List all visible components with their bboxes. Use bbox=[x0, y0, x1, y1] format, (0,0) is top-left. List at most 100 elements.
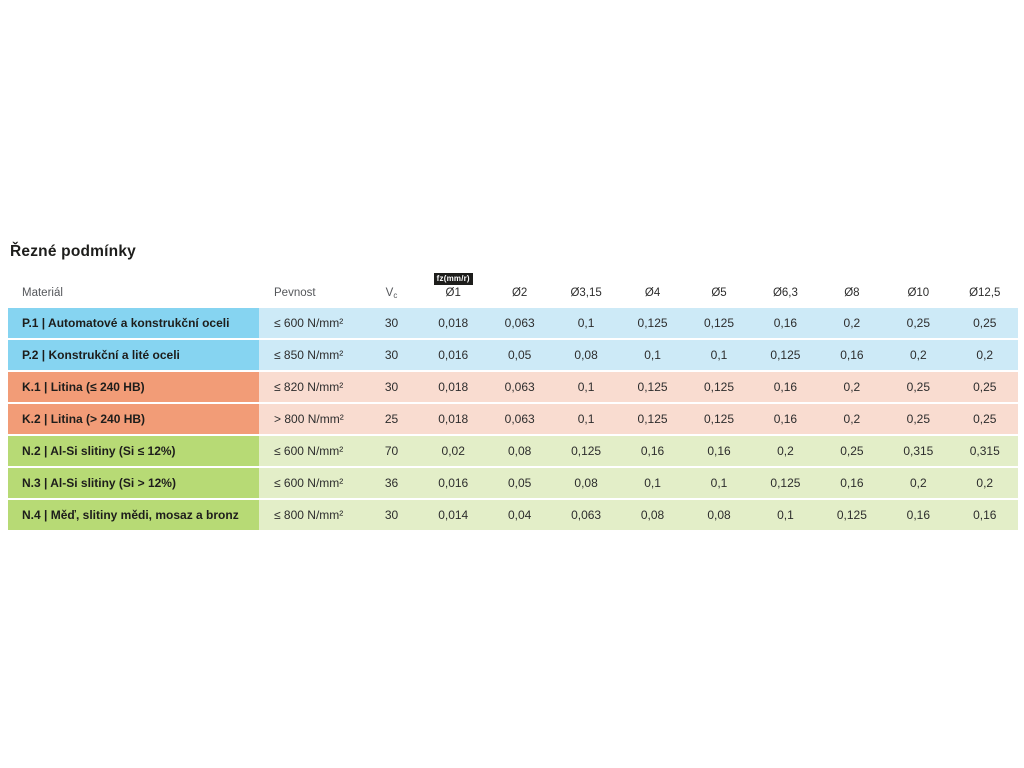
fz-cell: 0,125 bbox=[836, 508, 867, 522]
fz-cell: 0,016 bbox=[438, 348, 469, 362]
fz-cell: 0,25 bbox=[973, 316, 997, 330]
fz-cell: 0,16 bbox=[906, 508, 930, 522]
fz-cell: 0,25 bbox=[973, 412, 997, 426]
fz-cell: 0,25 bbox=[906, 380, 930, 394]
fz-cell: 0,014 bbox=[438, 508, 469, 522]
fz-cell: 0,16 bbox=[773, 412, 798, 426]
fz-cell: 0,08 bbox=[574, 476, 598, 490]
fz-cell: 0,016 bbox=[438, 476, 469, 490]
fz-cell: 0,2 bbox=[843, 380, 861, 394]
fz-cell: 0,063 bbox=[504, 412, 535, 426]
fz-cell: 0,02 bbox=[441, 444, 465, 458]
vc-subscript: c bbox=[393, 291, 398, 301]
col-header-material: Materiál bbox=[22, 287, 63, 300]
vc-cell: 36 bbox=[384, 476, 399, 490]
col-header-strength: Pevnost bbox=[274, 287, 316, 300]
fz-cell: 0,2 bbox=[909, 348, 927, 362]
fz-cell: 0,125 bbox=[637, 316, 668, 330]
strength-cell: ≤ 820 N/mm² bbox=[274, 380, 344, 394]
table-row: K.1 | Litina (≤ 240 HB) ≤ 820 N/mm² 30 0… bbox=[8, 372, 1018, 402]
fz-cell: 0,16 bbox=[640, 444, 665, 458]
material-cell: N.2 | Al-Si slitiny (Si ≤ 12%) bbox=[8, 436, 259, 466]
col-header-vc: Vc bbox=[363, 287, 420, 308]
table-row: N.2 | Al-Si slitiny (Si ≤ 12%) ≤ 600 N/m… bbox=[8, 436, 1018, 466]
fz-unit-badge: fz(mm/r) bbox=[433, 273, 473, 286]
fz-cell: 0,05 bbox=[507, 348, 532, 362]
fz-cell: 0,125 bbox=[770, 476, 801, 490]
fz-cell: 0,1 bbox=[777, 508, 794, 522]
fz-cell: 0,1 bbox=[644, 348, 661, 362]
fz-cell: 0,1 bbox=[710, 476, 728, 490]
fz-cell: 0,25 bbox=[973, 380, 997, 394]
fz-cell: 0,1 bbox=[644, 476, 661, 490]
fz-cell: 0,1 bbox=[577, 380, 595, 394]
fz-cell: 0,2 bbox=[843, 412, 861, 426]
fz-cell: 0,315 bbox=[969, 444, 1000, 458]
strength-cell: > 800 N/mm² bbox=[274, 412, 344, 426]
fz-cell: 0,08 bbox=[707, 508, 731, 522]
strength-cell: ≤ 600 N/mm² bbox=[274, 476, 344, 490]
col-header-d3: Ø3,15 bbox=[570, 287, 602, 300]
fz-cell: 0,125 bbox=[703, 412, 734, 426]
material-cell: P.1 | Automatové a konstrukční oceli bbox=[8, 308, 259, 338]
vc-cell: 70 bbox=[384, 444, 399, 458]
fz-cell: 0,16 bbox=[773, 316, 798, 330]
fz-cell: 0,16 bbox=[973, 508, 997, 522]
fz-cell: 0,125 bbox=[637, 412, 668, 426]
fz-cell: 0,08 bbox=[574, 348, 598, 362]
table-row: P.2 | Konstrukční a lité oceli ≤ 850 N/m… bbox=[8, 340, 1018, 370]
col-header-d2: Ø2 bbox=[511, 287, 528, 300]
fz-cell: 0,125 bbox=[703, 316, 734, 330]
fz-cell: 0,063 bbox=[504, 380, 535, 394]
fz-cell: 0,018 bbox=[438, 412, 469, 426]
fz-cell: 0,16 bbox=[773, 380, 798, 394]
fz-cell: 0,25 bbox=[906, 412, 930, 426]
table-row: P.1 | Automatové a konstrukční oceli ≤ 6… bbox=[8, 308, 1018, 338]
vc-cell: 30 bbox=[384, 380, 399, 394]
col-header-d6: Ø6,3 bbox=[772, 287, 798, 300]
material-cell: P.2 | Konstrukční a lité oceli bbox=[8, 340, 259, 370]
vc-cell: 30 bbox=[384, 316, 399, 330]
fz-cell: 0,2 bbox=[843, 316, 861, 330]
strength-cell: ≤ 600 N/mm² bbox=[274, 444, 344, 458]
fz-cell: 0,16 bbox=[707, 444, 731, 458]
table-row: N.3 | Al-Si slitiny (Si > 12%) ≤ 600 N/m… bbox=[8, 468, 1018, 498]
fz-cell: 0,1 bbox=[577, 412, 595, 426]
fz-cell: 0,2 bbox=[777, 444, 794, 458]
fz-cell: 0,2 bbox=[909, 476, 927, 490]
material-cell: K.1 | Litina (≤ 240 HB) bbox=[8, 372, 259, 402]
fz-cell: 0,125 bbox=[703, 380, 734, 394]
fz-cell: 0,1 bbox=[710, 348, 728, 362]
material-cell: N.3 | Al-Si slitiny (Si > 12%) bbox=[8, 468, 259, 498]
fz-cell: 0,125 bbox=[770, 348, 801, 362]
strength-cell: ≤ 850 N/mm² bbox=[274, 348, 344, 362]
material-cell: N.4 | Měď, slitiny mědi, mosaz a bronz bbox=[8, 500, 259, 530]
fz-cell: 0,2 bbox=[976, 476, 994, 490]
fz-cell: 0,04 bbox=[507, 508, 532, 522]
col-header-d5: Ø5 bbox=[711, 287, 727, 300]
vc-symbol: V bbox=[385, 287, 394, 300]
fz-cell: 0,08 bbox=[640, 508, 665, 522]
fz-cell: 0,018 bbox=[438, 380, 469, 394]
col-header-d1: fz(mm/r) Ø1 bbox=[420, 273, 486, 308]
strength-cell: ≤ 800 N/mm² bbox=[274, 508, 344, 522]
fz-cell: 0,018 bbox=[438, 316, 469, 330]
vc-cell: 30 bbox=[384, 348, 399, 362]
table-header-row: Materiál Pevnost Vc fz(mm/r) Ø1 Ø2 Ø3,15… bbox=[8, 266, 1018, 308]
col-header-d9: Ø12,5 bbox=[969, 287, 1001, 300]
fz-cell: 0,05 bbox=[507, 476, 532, 490]
table-row: N.4 | Měď, slitiny mědi, mosaz a bronz ≤… bbox=[8, 500, 1018, 530]
fz-cell: 0,063 bbox=[571, 508, 602, 522]
fz-cell: 0,16 bbox=[840, 476, 864, 490]
col-header-d7: Ø8 bbox=[844, 287, 860, 300]
table-row: K.2 | Litina (> 240 HB) > 800 N/mm² 25 0… bbox=[8, 404, 1018, 434]
fz-cell: 0,25 bbox=[906, 316, 930, 330]
cutting-conditions-table: Materiál Pevnost Vc fz(mm/r) Ø1 Ø2 Ø3,15… bbox=[8, 266, 1018, 532]
vc-cell: 25 bbox=[384, 412, 399, 426]
vc-cell: 30 bbox=[384, 508, 399, 522]
d1-label: Ø1 bbox=[445, 287, 461, 300]
fz-cell: 0,125 bbox=[571, 444, 602, 458]
fz-cell: 0,1 bbox=[577, 316, 595, 330]
fz-cell: 0,2 bbox=[976, 348, 994, 362]
col-header-d8: Ø10 bbox=[907, 287, 930, 300]
